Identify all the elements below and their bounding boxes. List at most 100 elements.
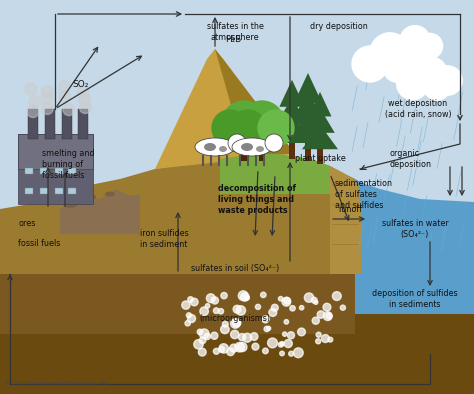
Circle shape — [370, 33, 410, 73]
Circle shape — [228, 134, 246, 152]
Ellipse shape — [63, 200, 78, 208]
Bar — [55, 168, 63, 174]
Polygon shape — [305, 108, 335, 133]
Circle shape — [182, 301, 190, 309]
Polygon shape — [220, 154, 330, 194]
Polygon shape — [286, 113, 330, 143]
Circle shape — [262, 316, 269, 323]
Bar — [68, 188, 76, 194]
Text: dry deposition: dry deposition — [310, 22, 368, 31]
Circle shape — [252, 343, 259, 350]
Circle shape — [300, 305, 304, 310]
Circle shape — [367, 43, 397, 73]
Circle shape — [46, 100, 58, 112]
Circle shape — [58, 101, 70, 113]
Circle shape — [287, 332, 294, 339]
Circle shape — [213, 308, 219, 314]
Circle shape — [227, 348, 235, 356]
Circle shape — [271, 304, 278, 311]
Polygon shape — [302, 125, 338, 149]
Circle shape — [220, 325, 229, 334]
Circle shape — [200, 307, 209, 316]
Text: sedimentation
of sulfates
and sulfides: sedimentation of sulfates and sulfides — [335, 179, 393, 210]
Circle shape — [230, 330, 239, 339]
Circle shape — [267, 338, 277, 348]
Circle shape — [383, 52, 413, 82]
Bar — [289, 143, 295, 159]
Circle shape — [194, 340, 203, 349]
Polygon shape — [155, 49, 295, 169]
Circle shape — [264, 326, 269, 332]
Circle shape — [412, 57, 447, 92]
Bar — [78, 109, 88, 139]
Circle shape — [316, 339, 321, 344]
Polygon shape — [290, 93, 326, 123]
Circle shape — [188, 314, 196, 323]
Circle shape — [219, 344, 228, 353]
Circle shape — [323, 312, 332, 320]
Circle shape — [218, 309, 224, 314]
Circle shape — [304, 293, 314, 302]
Circle shape — [266, 326, 271, 331]
Polygon shape — [355, 314, 474, 394]
Circle shape — [80, 85, 91, 97]
Text: runoff: runoff — [338, 204, 362, 214]
Circle shape — [233, 319, 241, 327]
Circle shape — [26, 103, 38, 115]
Text: sulfates in soil (SO₄²⁻): sulfates in soil (SO₄²⁻) — [191, 264, 279, 273]
Circle shape — [211, 297, 219, 304]
Circle shape — [293, 348, 303, 358]
Text: fossil fuels: fossil fuels — [18, 239, 60, 248]
Bar — [40, 168, 48, 174]
Circle shape — [328, 337, 333, 342]
Circle shape — [284, 320, 289, 324]
Circle shape — [282, 297, 291, 306]
Bar — [28, 109, 38, 139]
Circle shape — [238, 291, 248, 301]
Polygon shape — [272, 116, 312, 143]
Circle shape — [44, 80, 56, 92]
Polygon shape — [215, 49, 295, 154]
Circle shape — [397, 68, 428, 100]
Circle shape — [221, 292, 227, 299]
Circle shape — [241, 293, 249, 301]
Polygon shape — [276, 98, 308, 125]
Circle shape — [280, 351, 284, 356]
Circle shape — [269, 309, 277, 316]
Circle shape — [316, 332, 321, 337]
Circle shape — [289, 351, 293, 356]
Circle shape — [326, 313, 332, 319]
Bar — [317, 149, 323, 164]
Text: plant uptake: plant uptake — [295, 154, 346, 163]
Ellipse shape — [241, 143, 253, 151]
Circle shape — [230, 110, 266, 146]
Ellipse shape — [232, 138, 272, 156]
Circle shape — [278, 296, 283, 301]
Text: ores: ores — [18, 219, 36, 228]
Bar — [68, 168, 76, 174]
Circle shape — [424, 74, 450, 100]
Circle shape — [212, 110, 248, 146]
Bar — [62, 109, 72, 139]
Ellipse shape — [256, 146, 264, 152]
Circle shape — [280, 342, 284, 346]
Circle shape — [265, 134, 283, 152]
Circle shape — [433, 66, 462, 95]
Circle shape — [230, 344, 238, 352]
Ellipse shape — [219, 146, 227, 152]
Circle shape — [340, 305, 346, 310]
Circle shape — [44, 93, 55, 104]
Circle shape — [290, 306, 295, 311]
Circle shape — [219, 346, 225, 352]
Circle shape — [314, 300, 318, 305]
Circle shape — [230, 319, 240, 328]
Polygon shape — [0, 274, 360, 394]
Text: wet deposition
(acid rain, snow): wet deposition (acid rain, snow) — [385, 99, 451, 119]
Circle shape — [25, 85, 36, 97]
Bar — [25, 188, 33, 194]
Circle shape — [186, 313, 191, 318]
Circle shape — [321, 335, 329, 342]
Circle shape — [238, 333, 246, 341]
Ellipse shape — [84, 194, 96, 200]
Circle shape — [245, 296, 249, 300]
